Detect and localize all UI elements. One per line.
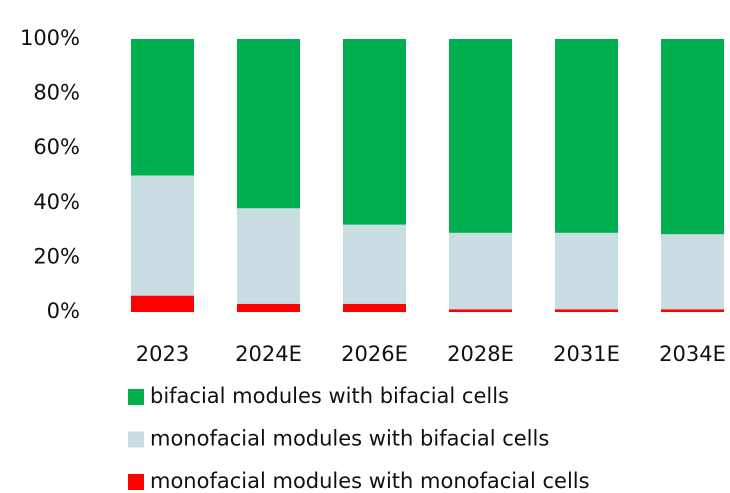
bar-segment	[449, 309, 512, 312]
legend-label: bifacial modules with bifacial cells	[150, 384, 509, 408]
bar-segment	[661, 39, 724, 235]
y-tick-label: 100%	[20, 26, 80, 50]
x-tick-label: 2026E	[341, 342, 408, 366]
legend-swatch	[128, 431, 144, 448]
bar-segment	[661, 309, 724, 312]
bar-segment	[343, 303, 406, 312]
legend-swatch	[128, 389, 144, 405]
x-tick-label: 2034E	[659, 342, 726, 366]
y-tick-label: 60%	[33, 135, 80, 159]
x-tick-label: 2031E	[553, 342, 620, 366]
bar-segment	[449, 232, 512, 310]
bar-segment	[555, 309, 618, 312]
y-tick-label: 40%	[33, 190, 80, 214]
bar-segment	[131, 175, 194, 296]
bar-segment	[343, 39, 406, 225]
y-tick-label: 20%	[33, 244, 80, 268]
legend-label: monofacial modules with bifacial cells	[150, 427, 549, 451]
bar-segment	[237, 303, 300, 312]
bar-segment	[131, 39, 194, 176]
x-tick-label: 2028E	[447, 342, 514, 366]
bar-segment	[343, 224, 406, 304]
bar-segment	[237, 208, 300, 304]
y-tick-label: 80%	[33, 81, 80, 105]
legend-label: monofacial modules with monofacial cells	[150, 469, 590, 493]
bar-segment	[555, 232, 618, 310]
x-tick-label: 2023	[136, 342, 189, 366]
x-tick-label: 2024E	[235, 342, 302, 366]
bar-segment	[661, 234, 724, 310]
bar-segment	[449, 39, 512, 233]
y-tick-label: 0%	[47, 299, 80, 323]
bar-segment	[131, 295, 194, 312]
bar-segment	[237, 39, 300, 209]
legend-swatch	[128, 474, 144, 490]
bar-segment	[555, 39, 618, 233]
